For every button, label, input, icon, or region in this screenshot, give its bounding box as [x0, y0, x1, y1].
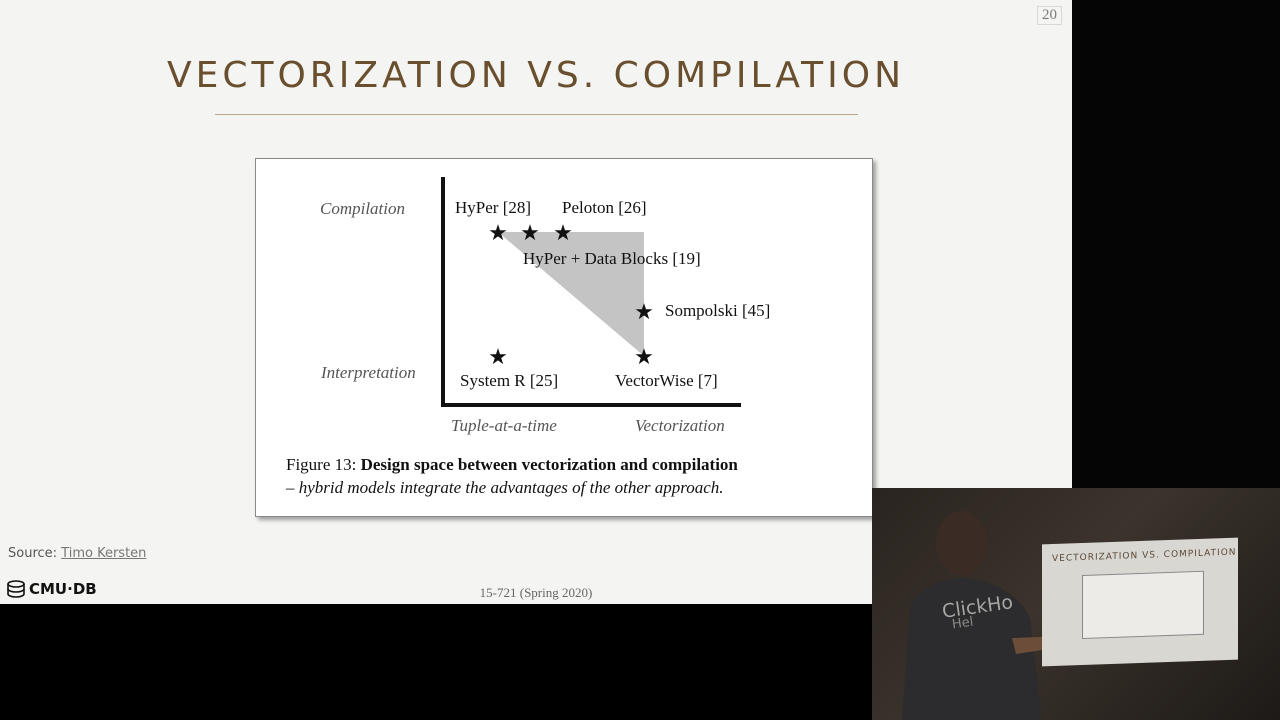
design-space-diagram: ★ ★ ★ ★ ★ ★ — [441, 177, 741, 407]
slide-title: VECTORIZATION VS. COMPILATION — [166, 55, 906, 96]
label-vectorwise: VectorWise [7] — [615, 371, 718, 390]
logo-text: CMU·DB — [29, 580, 97, 598]
star-icon-sompolski: ★ — [634, 299, 654, 324]
y-label-interpretation: Interpretation — [321, 363, 416, 382]
caption-prefix: Figure 13: — [286, 455, 357, 474]
star-icon-hyper: ★ — [488, 220, 508, 245]
slide: 20 VECTORIZATION VS. COMPILATION ★ ★ ★ ★… — [0, 0, 1072, 604]
x-label-vectorization: Vectorization — [635, 416, 725, 435]
projected-figure — [1082, 570, 1204, 640]
caption-italic: – hybrid models integrate the advantages… — [286, 478, 724, 497]
figure-box: ★ ★ ★ ★ ★ ★ Compilation Interpretation T… — [255, 158, 873, 517]
label-hyper: HyPer [28] — [455, 198, 532, 217]
title-divider — [215, 114, 858, 115]
star-icon-system-r: ★ — [488, 344, 508, 369]
x-label-tuple-at-a-time: Tuple-at-a-time — [451, 416, 557, 435]
label-system-r: System R [25] — [460, 371, 559, 390]
database-icon — [7, 580, 25, 598]
webcam-inset: VECTORIZATION VS. COMPILATION ClickHo He… — [872, 488, 1280, 720]
page-number: 20 — [1037, 6, 1062, 25]
hybrid-region — [498, 232, 644, 356]
projected-slide: VECTORIZATION VS. COMPILATION — [1042, 537, 1238, 667]
figure-caption: Figure 13: Design space between vectoriz… — [286, 453, 856, 499]
projected-slide-title: VECTORIZATION VS. COMPILATION — [1052, 547, 1237, 565]
source-author-link[interactable]: Timo Kersten — [61, 546, 147, 561]
star-icon-vectorwise: ★ — [634, 344, 654, 369]
course-footer: 15-721 (Spring 2020) — [479, 585, 593, 600]
star-icon-data-blocks: ★ — [553, 220, 573, 245]
label-peloton: Peloton [26] — [562, 198, 647, 217]
shirt-text-line2: Hel — [951, 614, 975, 633]
caption-bold: Design space between vectorization and c… — [360, 455, 738, 474]
y-label-compilation: Compilation — [320, 199, 406, 218]
source-line: Source: Timo Kersten — [8, 546, 146, 561]
presenter-silhouette — [902, 511, 1042, 720]
cmu-db-logo: CMU·DB — [6, 580, 97, 598]
label-hyper-data-blocks: HyPer + Data Blocks [19] — [523, 249, 701, 268]
source-label: Source: — [8, 546, 58, 561]
label-sompolski: Sompolski [45] — [665, 301, 771, 320]
star-icon-peloton: ★ — [520, 220, 540, 245]
